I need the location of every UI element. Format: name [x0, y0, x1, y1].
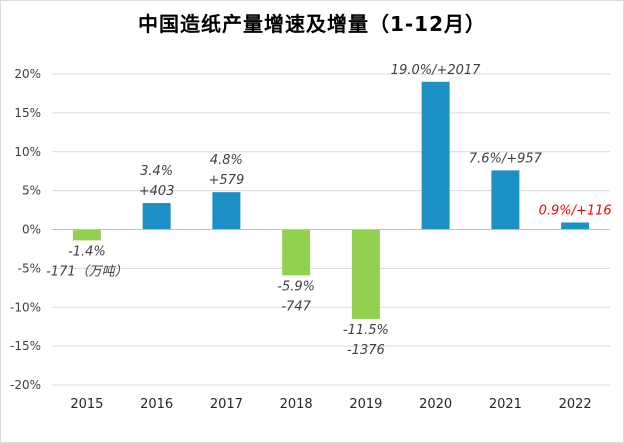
y-tick-label: -5%	[18, 261, 41, 275]
y-tick-label: -20%	[10, 378, 41, 392]
bar-2017	[212, 192, 241, 230]
bar-2015	[72, 229, 101, 241]
y-tick-label: 10%	[14, 145, 41, 159]
y-tick-label: -15%	[10, 339, 41, 353]
data-label: 3.4%	[140, 164, 173, 179]
data-label: -171（万吨）	[46, 263, 128, 279]
data-labels: -1.4% -171（万吨） 3.4% +403 4.8% +579 -5.9% -747 -1…	[46, 63, 612, 358]
x-axis-tick-labels: 2015 2016 2017 2018 2019 2020 2021 2022	[70, 397, 591, 412]
y-tick-label: 20%	[14, 67, 41, 81]
y-tick-label: 15%	[14, 106, 41, 120]
data-label: 4.8%	[210, 153, 243, 168]
data-label: -11.5%	[343, 323, 389, 338]
y-axis-tick-labels: -20% -15% -10% -5% 0% 5% 10% 15% 20%	[10, 67, 41, 392]
x-tick-label: 2016	[140, 397, 173, 412]
data-label: +579	[209, 173, 245, 188]
x-tick-label: 2017	[210, 397, 243, 412]
x-tick-label: 2021	[489, 397, 522, 412]
y-tick-label: 0%	[22, 223, 41, 237]
data-label: -1.4%	[68, 244, 106, 259]
x-tick-label: 2015	[70, 397, 103, 412]
bar-2022	[561, 222, 590, 230]
x-tick-label: 2020	[419, 397, 452, 412]
bar-2020	[421, 81, 450, 230]
y-tick-label: 5%	[22, 184, 41, 198]
bar-2016	[142, 203, 171, 230]
data-label: -747	[281, 299, 311, 314]
x-tick-label: 2019	[349, 397, 382, 412]
bar-2021	[491, 170, 520, 230]
data-label: 0.9%/+116	[539, 204, 612, 219]
bar-2019	[351, 229, 380, 319]
data-label: 7.6%/+957	[469, 151, 543, 166]
bar-2018	[282, 229, 311, 276]
x-tick-label: 2022	[559, 397, 592, 412]
gridlines	[52, 73, 610, 386]
bars	[72, 81, 590, 319]
data-label: 19.0%/+2017	[391, 63, 481, 78]
y-tick-label: -10%	[10, 300, 41, 314]
data-label: -5.9%	[277, 279, 315, 294]
data-label: -1376	[347, 343, 385, 358]
x-tick-label: 2018	[280, 397, 313, 412]
data-label: +403	[139, 184, 175, 199]
chart-title: 中国造纸产量增速及增量（1-12月）	[137, 12, 487, 36]
